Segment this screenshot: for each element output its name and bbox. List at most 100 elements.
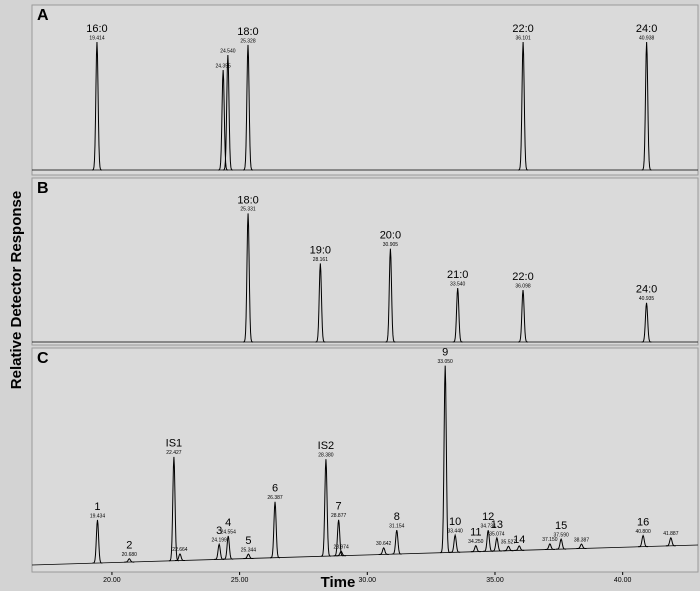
peak-label: 4	[225, 517, 231, 529]
peak-label: 3	[216, 525, 222, 537]
peak-label: 10	[449, 516, 461, 528]
retention-time: 19.434	[90, 513, 106, 519]
peak	[222, 54, 233, 171]
retention-time: 33.540	[450, 281, 466, 287]
peak	[223, 535, 234, 560]
panel-letter: B	[37, 180, 49, 197]
x-tick-label: 20.00	[103, 577, 121, 584]
peak	[91, 41, 102, 171]
x-tick-label: 30.00	[359, 577, 377, 584]
x-tick-label: 35.00	[486, 577, 504, 584]
peak	[638, 534, 649, 548]
peak-label: 24:0	[636, 284, 657, 296]
peak	[576, 543, 587, 549]
retention-time: 40.800	[635, 529, 651, 535]
retention-time: 22.664	[172, 547, 188, 553]
retention-time: 20.680	[122, 552, 138, 558]
peak	[243, 213, 254, 343]
panel	[31, 177, 699, 346]
retention-time: 28.974	[333, 545, 349, 551]
retention-time: 22.427	[166, 450, 182, 456]
peak-label: 20:0	[380, 230, 401, 242]
retention-time: 25.331	[240, 207, 256, 213]
peak-label: 15	[555, 520, 567, 532]
peak	[385, 248, 396, 343]
peak	[214, 542, 225, 560]
peak	[242, 44, 254, 171]
retention-time: 35.074	[489, 531, 505, 537]
peak-label: 6	[272, 483, 278, 495]
peak	[243, 553, 254, 559]
retention-time: 40.935	[639, 296, 655, 302]
retention-time: 24.554	[221, 529, 237, 535]
peak	[333, 519, 344, 557]
retention-time: 30.905	[383, 242, 399, 248]
retention-time: 33.440	[447, 529, 463, 535]
retention-time: 28.380	[318, 452, 334, 458]
peak-label: IS1	[166, 438, 183, 450]
peak-label: 2	[126, 540, 132, 552]
retention-time: 34.734	[481, 524, 497, 530]
peak-label: 13	[491, 519, 503, 531]
peak-label: IS2	[318, 440, 335, 452]
retention-time: 24.199	[212, 538, 228, 544]
retention-time: 33.050	[438, 359, 454, 365]
peak	[320, 459, 331, 557]
peak	[518, 289, 529, 343]
peak	[470, 544, 481, 553]
x-tick-label: 25.00	[231, 577, 249, 584]
retention-time: 36.101	[515, 35, 531, 41]
peak	[440, 365, 451, 554]
peak-label: 5	[245, 535, 251, 547]
peak-label: 18:0	[237, 26, 258, 38]
peak	[665, 536, 676, 547]
retention-time: 25.344	[241, 547, 257, 553]
peak	[556, 538, 567, 550]
retention-time: 31.154	[389, 523, 405, 529]
peak	[270, 501, 281, 559]
peak	[483, 530, 494, 552]
retention-time: 28.161	[313, 257, 329, 263]
retention-time: 34.250	[468, 539, 484, 545]
peak-label: 16:0	[86, 23, 107, 35]
peak-label: 9	[442, 347, 448, 359]
peak-label: 19:0	[310, 244, 331, 256]
retention-time: 41.887	[663, 531, 679, 537]
peak	[641, 302, 652, 343]
peak-label: 8	[394, 511, 400, 523]
retention-time: 26.387	[267, 495, 283, 501]
peak	[503, 545, 514, 552]
peak	[124, 558, 135, 563]
peak-label: 7	[336, 501, 342, 513]
peak-label: 11	[470, 527, 481, 539]
peak	[518, 41, 529, 171]
retention-time: 38.387	[574, 537, 590, 543]
retention-time: 37.590	[553, 532, 569, 538]
peak-label: 24:0	[636, 23, 657, 35]
peak-label: 14	[513, 534, 525, 546]
peak	[315, 263, 326, 343]
retention-time: 40.938	[639, 35, 655, 41]
x-axis-title: Time	[321, 574, 356, 591]
peak	[452, 288, 463, 343]
peak	[378, 546, 389, 555]
peak-label: 18:0	[237, 194, 258, 206]
retention-time: 24.355	[215, 63, 231, 69]
peak	[544, 543, 555, 550]
retention-time: 37.150	[542, 537, 558, 543]
panel-letter: C	[37, 350, 49, 367]
peak	[168, 456, 179, 562]
retention-time: 24.540	[220, 48, 236, 54]
peak-label: 22:0	[512, 271, 533, 283]
panel	[31, 4, 699, 176]
peak	[514, 545, 525, 551]
peak-label: 22:0	[512, 23, 533, 35]
retention-time: 35.527	[501, 540, 517, 546]
x-tick-label: 40.00	[614, 577, 632, 584]
peak	[218, 69, 229, 171]
peak	[391, 529, 402, 555]
panel-letter: A	[37, 7, 49, 24]
panel	[31, 347, 699, 573]
peak	[491, 536, 502, 552]
